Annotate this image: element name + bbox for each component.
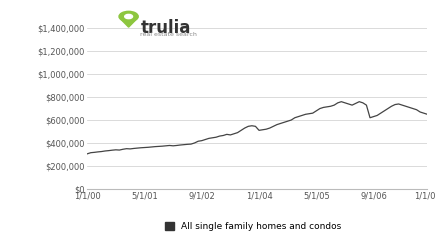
Legend: All single family homes and condos: All single family homes and condos bbox=[165, 222, 341, 232]
Text: real estate search: real estate search bbox=[140, 32, 197, 37]
Text: trulia: trulia bbox=[140, 19, 191, 37]
